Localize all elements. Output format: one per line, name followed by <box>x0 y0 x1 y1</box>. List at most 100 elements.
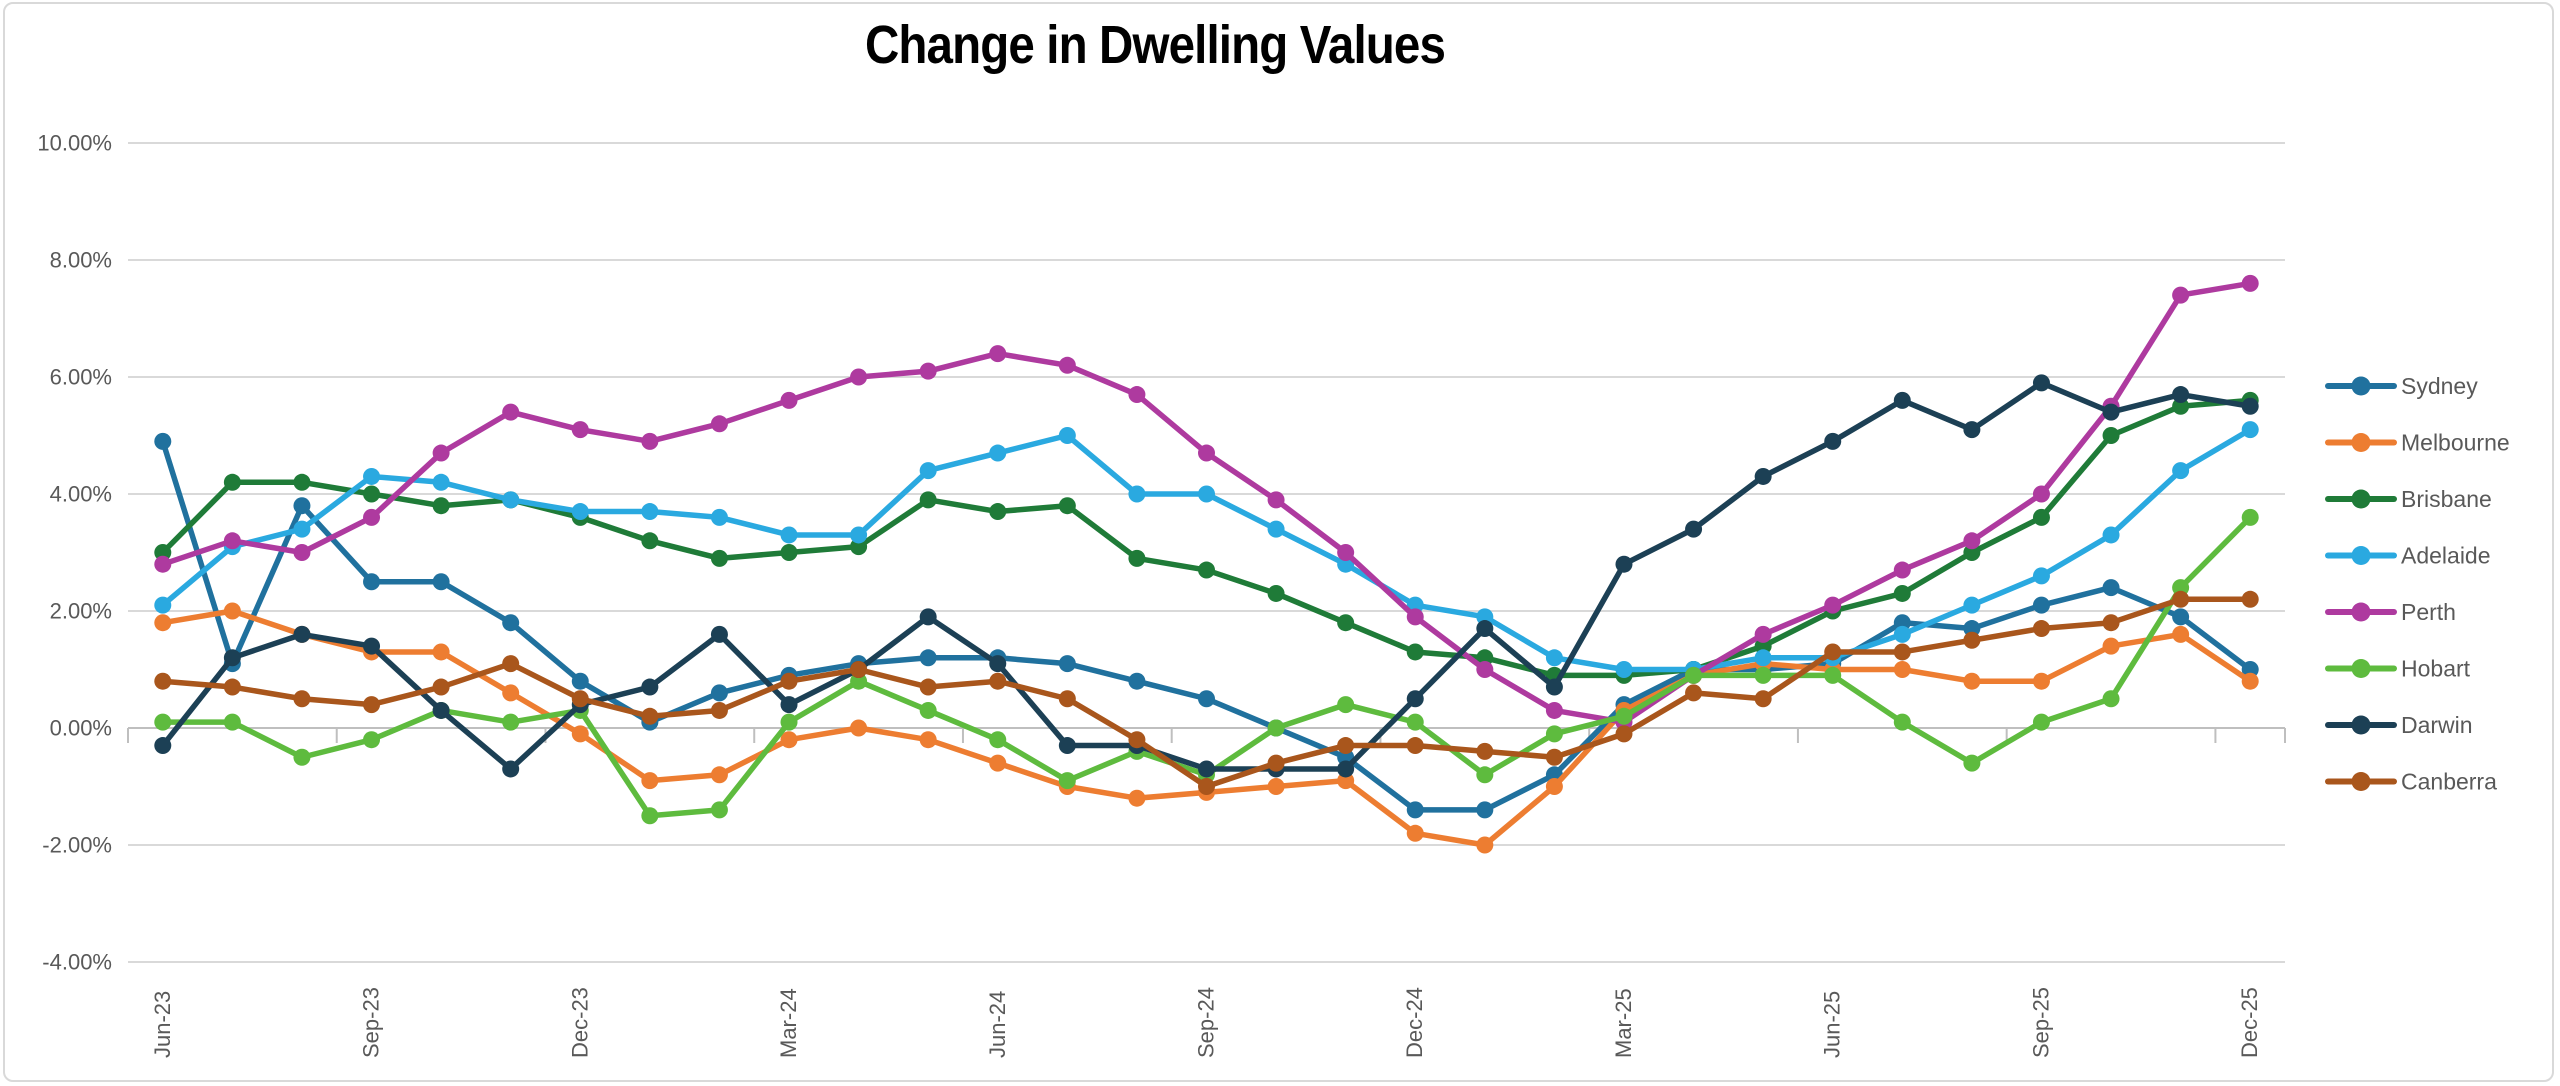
legend-item-label: Darwin <box>2401 712 2473 738</box>
data-point-marker <box>2102 403 2120 421</box>
data-point-marker <box>1406 737 1424 755</box>
legend-item-sydney[interactable]: Sydney <box>2325 373 2478 399</box>
data-point-marker <box>2172 462 2190 480</box>
legend-marker-icon <box>2351 602 2371 622</box>
data-point-marker <box>571 725 589 743</box>
data-point-marker <box>1545 748 1563 766</box>
data-point-marker <box>1406 824 1424 842</box>
legend-item-label: Canberra <box>2401 769 2497 795</box>
data-point-marker <box>710 508 728 526</box>
data-point-marker <box>363 696 381 714</box>
data-point-marker <box>1128 549 1146 567</box>
data-point-marker <box>1198 690 1215 708</box>
data-point-marker <box>641 432 659 450</box>
x-axis-tick-label: Dec-23 <box>567 987 592 1058</box>
data-point-marker <box>1545 649 1563 667</box>
legend-item-perth[interactable]: Perth <box>2325 599 2456 625</box>
data-point-marker <box>989 731 1007 749</box>
data-point-marker <box>432 643 450 661</box>
data-point-marker <box>2102 427 2120 444</box>
data-point-marker <box>919 362 937 380</box>
data-point-marker <box>293 544 311 561</box>
data-point-marker <box>1058 690 1076 708</box>
data-point-marker <box>1685 666 1703 684</box>
data-point-marker <box>1615 555 1633 573</box>
data-point-marker <box>1824 596 1842 614</box>
data-point-marker <box>1128 672 1146 690</box>
data-point-marker <box>850 719 868 737</box>
legend-marker-icon <box>2351 546 2371 565</box>
chart-title: Change in Dwelling Values <box>864 15 1446 75</box>
data-point-marker <box>641 678 659 696</box>
data-point-marker <box>293 497 311 515</box>
data-point-marker <box>1476 620 1494 638</box>
data-point-marker <box>850 672 868 690</box>
data-point-marker <box>1824 666 1842 684</box>
series-canberra <box>154 590 2259 795</box>
data-point-marker <box>432 444 450 462</box>
legend-item-canberra[interactable]: Canberra <box>2325 769 2497 795</box>
data-point-marker <box>2241 590 2259 608</box>
series-line <box>160 397 2253 679</box>
data-point-marker <box>2241 672 2259 690</box>
legend-item-adelaide[interactable]: Adelaide <box>2325 543 2491 569</box>
data-point-marker <box>432 573 450 591</box>
data-point-marker <box>780 696 798 714</box>
x-axis-tick-label: Dec-25 <box>2237 987 2262 1058</box>
legend-item-hobart[interactable]: Hobart <box>2325 656 2471 682</box>
data-point-marker <box>1754 625 1772 643</box>
legend-marker-icon <box>2351 659 2371 678</box>
data-point-marker <box>154 614 172 632</box>
data-point-marker <box>710 701 728 719</box>
data-point-marker <box>2032 374 2050 392</box>
data-point-marker <box>223 473 241 491</box>
data-point-marker <box>710 684 728 702</box>
data-point-marker <box>1615 707 1633 725</box>
data-point-marker <box>2102 614 2120 632</box>
y-axis-tick-label: -2.00% <box>42 833 112 858</box>
legend-item-melbourne[interactable]: Melbourne <box>2325 430 2510 456</box>
data-point-marker <box>919 462 937 480</box>
x-axis-tick-label: Sep-25 <box>2028 987 2053 1058</box>
data-point-marker <box>989 503 1007 521</box>
data-point-marker <box>919 731 937 749</box>
data-point-marker <box>154 432 172 450</box>
data-point-marker <box>363 467 381 485</box>
data-point-marker <box>1476 649 1494 667</box>
legend-item-darwin[interactable]: Darwin <box>2325 712 2473 738</box>
data-point-marker <box>363 485 381 503</box>
y-axis-tick-label: 8.00% <box>50 248 112 273</box>
data-point-marker <box>780 713 798 731</box>
data-point-marker <box>502 655 520 673</box>
data-point-marker <box>223 532 241 550</box>
data-point-marker <box>2032 713 2050 731</box>
data-point-marker <box>780 526 798 544</box>
data-point-marker <box>710 415 728 433</box>
data-point-marker <box>1406 801 1424 819</box>
data-point-marker <box>502 684 520 702</box>
data-point-marker <box>1406 608 1424 626</box>
legend-item-brisbane[interactable]: Brisbane <box>2325 486 2492 512</box>
data-point-marker <box>1893 614 1911 632</box>
data-point-marker <box>571 690 589 708</box>
data-point-marker <box>2102 690 2120 708</box>
legend-marker-icon <box>2351 433 2371 452</box>
data-point-marker <box>293 625 311 643</box>
legend-item-label: Melbourne <box>2401 430 2510 456</box>
data-point-marker <box>432 701 450 719</box>
data-point-marker <box>571 421 589 439</box>
data-point-marker <box>223 649 241 667</box>
data-point-marker <box>1754 666 1772 684</box>
data-point-marker <box>1754 690 1772 708</box>
x-axis-tick-label: Jun-25 <box>1820 991 1845 1058</box>
data-point-marker <box>1893 713 1911 731</box>
data-point-marker <box>780 391 798 409</box>
y-axis-tick-label: 10.00% <box>37 131 112 156</box>
y-axis-tick-label: 4.00% <box>50 482 112 507</box>
legend-marker-icon <box>2351 715 2371 735</box>
data-point-marker <box>2241 421 2259 439</box>
legend-item-label: Adelaide <box>2401 543 2491 569</box>
data-point-marker <box>1893 391 1911 409</box>
